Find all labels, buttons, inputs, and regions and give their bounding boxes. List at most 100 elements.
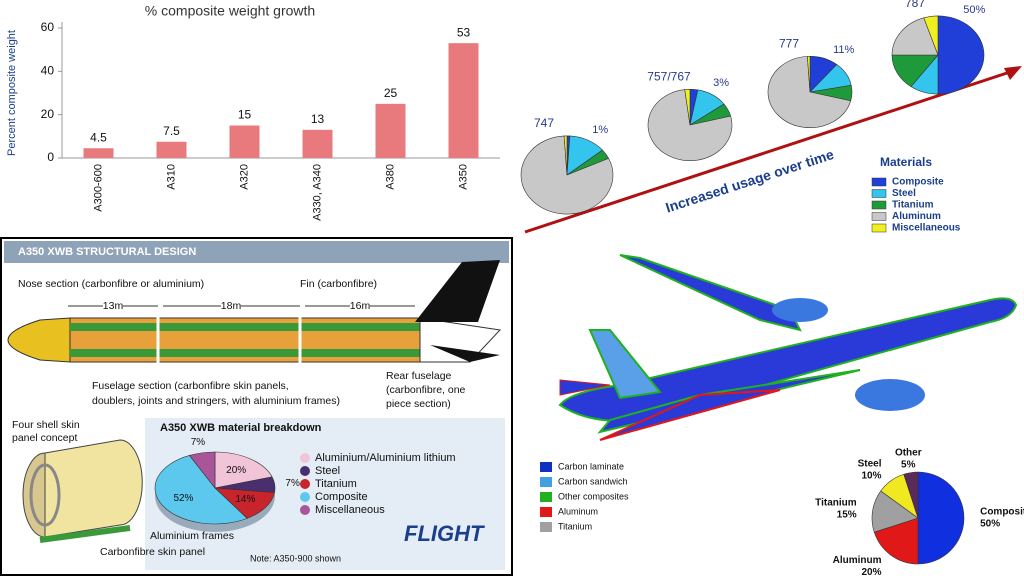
legend-swatch: [871, 223, 887, 233]
pie-label: 747: [534, 116, 554, 130]
fuselage-label: Fuselage section (carbonfibre skin panel…: [92, 380, 289, 392]
length-label: 13m: [103, 300, 124, 312]
x-tick-label: A320: [238, 164, 250, 190]
nose: [7, 317, 71, 363]
legend-swatch: [871, 212, 887, 221]
legend-title: Materials: [880, 155, 932, 169]
fuselage-label: doublers, joints and stringers, with alu…: [92, 395, 340, 407]
slice-name: Titanium: [815, 497, 857, 508]
slice-name: Aluminum: [833, 555, 882, 566]
legend-swatch: [300, 492, 310, 502]
legend-label: Other composites: [558, 491, 629, 501]
pie-slice: [684, 88, 691, 126]
y-tick-label: 0: [47, 150, 54, 164]
logo: FLIGHT: [404, 521, 485, 546]
fin: [415, 260, 500, 322]
legend-label: Carbon sandwich: [558, 476, 628, 486]
rear-label: piece section): [386, 398, 451, 410]
value-label: 52%: [173, 493, 193, 504]
frame: [29, 463, 61, 527]
x-tick-label: A310: [165, 164, 177, 190]
legend-label: Titanium: [892, 200, 934, 211]
pie-label: 757/767: [647, 69, 691, 83]
pie-slice: [923, 15, 939, 56]
y-tick-label: 40: [41, 64, 55, 78]
legend-swatch: [871, 177, 887, 187]
legend-swatch: [540, 492, 552, 502]
legend-label: Steel: [315, 465, 340, 477]
aircraft-legend: Carbon laminate Carbon sandwich Other comp…: [540, 461, 629, 532]
value-label: 20%: [861, 567, 881, 576]
legend-label: Steel: [892, 188, 916, 199]
chart-title: A350 XWB material breakdown: [160, 422, 322, 434]
vertical-tail: [588, 329, 662, 400]
length-label: 16m: [350, 300, 371, 312]
pie-slice: [891, 17, 939, 56]
value-label: 15%: [837, 509, 857, 520]
legend-label: Aluminum: [558, 506, 598, 516]
arrow-head: [1004, 66, 1022, 80]
legend-swatch: [300, 466, 310, 476]
legend-swatch: [540, 507, 552, 517]
legend-swatch: [540, 477, 552, 487]
pie-slice: [873, 517, 919, 565]
pie-label: 777: [779, 36, 799, 50]
slice-name: Steel: [858, 458, 882, 469]
legend-swatch: [871, 189, 887, 198]
slice-name: Other: [895, 448, 922, 459]
value-label: 25: [384, 86, 398, 100]
value-label: 14%: [235, 494, 255, 505]
pie-slice: [214, 451, 273, 489]
legend-label: Miscellaneous: [892, 223, 961, 234]
bar: [156, 141, 187, 158]
legend-swatch: [871, 200, 887, 210]
value-label: 15: [238, 108, 252, 122]
legend-swatch: [300, 479, 310, 489]
chart-title: % composite weight growth: [145, 3, 315, 19]
legend-swatch: [540, 462, 552, 472]
pie-slice: [520, 135, 614, 215]
legend-swatch: [300, 505, 310, 515]
skin: [39, 525, 131, 543]
value-label: 7%: [285, 478, 300, 489]
y-tick-label: 60: [41, 20, 55, 34]
pie-slice: [767, 56, 852, 128]
stripe: [70, 323, 420, 331]
pie-slice: [807, 55, 811, 93]
engine: [772, 298, 828, 322]
pie-slice: [214, 487, 275, 519]
panel-header: [4, 241, 509, 263]
pie-slice: [563, 135, 568, 176]
dim-bg: [103, 299, 123, 313]
wing-near-edge: [599, 389, 781, 441]
legend-label: Miscellaneous: [315, 504, 385, 516]
value-label: 5%: [901, 460, 916, 471]
fin-label: Fin (carbonfibre): [300, 278, 377, 290]
shell-label: Four shell skin: [12, 419, 80, 431]
trend-arrow: [524, 70, 1011, 234]
bar: [448, 43, 479, 158]
legend-label: Titanium: [558, 521, 592, 531]
pie-slice: [937, 15, 985, 95]
bar: [83, 148, 114, 158]
value-label: 50%: [980, 519, 1000, 530]
pie-slice: [188, 451, 216, 489]
pie-label: 787: [905, 0, 925, 10]
value-label: 7.5: [163, 124, 180, 138]
shell: [44, 439, 143, 538]
x-tick-label: A350: [457, 164, 469, 190]
legend-swatch: [540, 522, 552, 532]
pie-slice: [647, 89, 733, 161]
aircraft: [558, 254, 1018, 441]
note: Note: A350-900 shown: [250, 553, 341, 563]
fuselage-plane: [558, 297, 1018, 422]
bar: [375, 103, 406, 158]
x-tick-label: A300-600: [92, 164, 104, 212]
legend-label: Aluminium/Aluminium lithium: [315, 452, 456, 464]
x-tick-label: A330, A340: [311, 164, 323, 221]
value-label: 1%: [592, 124, 608, 136]
legend-label: Carbon laminate: [558, 461, 624, 471]
legend-swatch: [300, 453, 310, 463]
value-label: 20%: [226, 465, 246, 476]
